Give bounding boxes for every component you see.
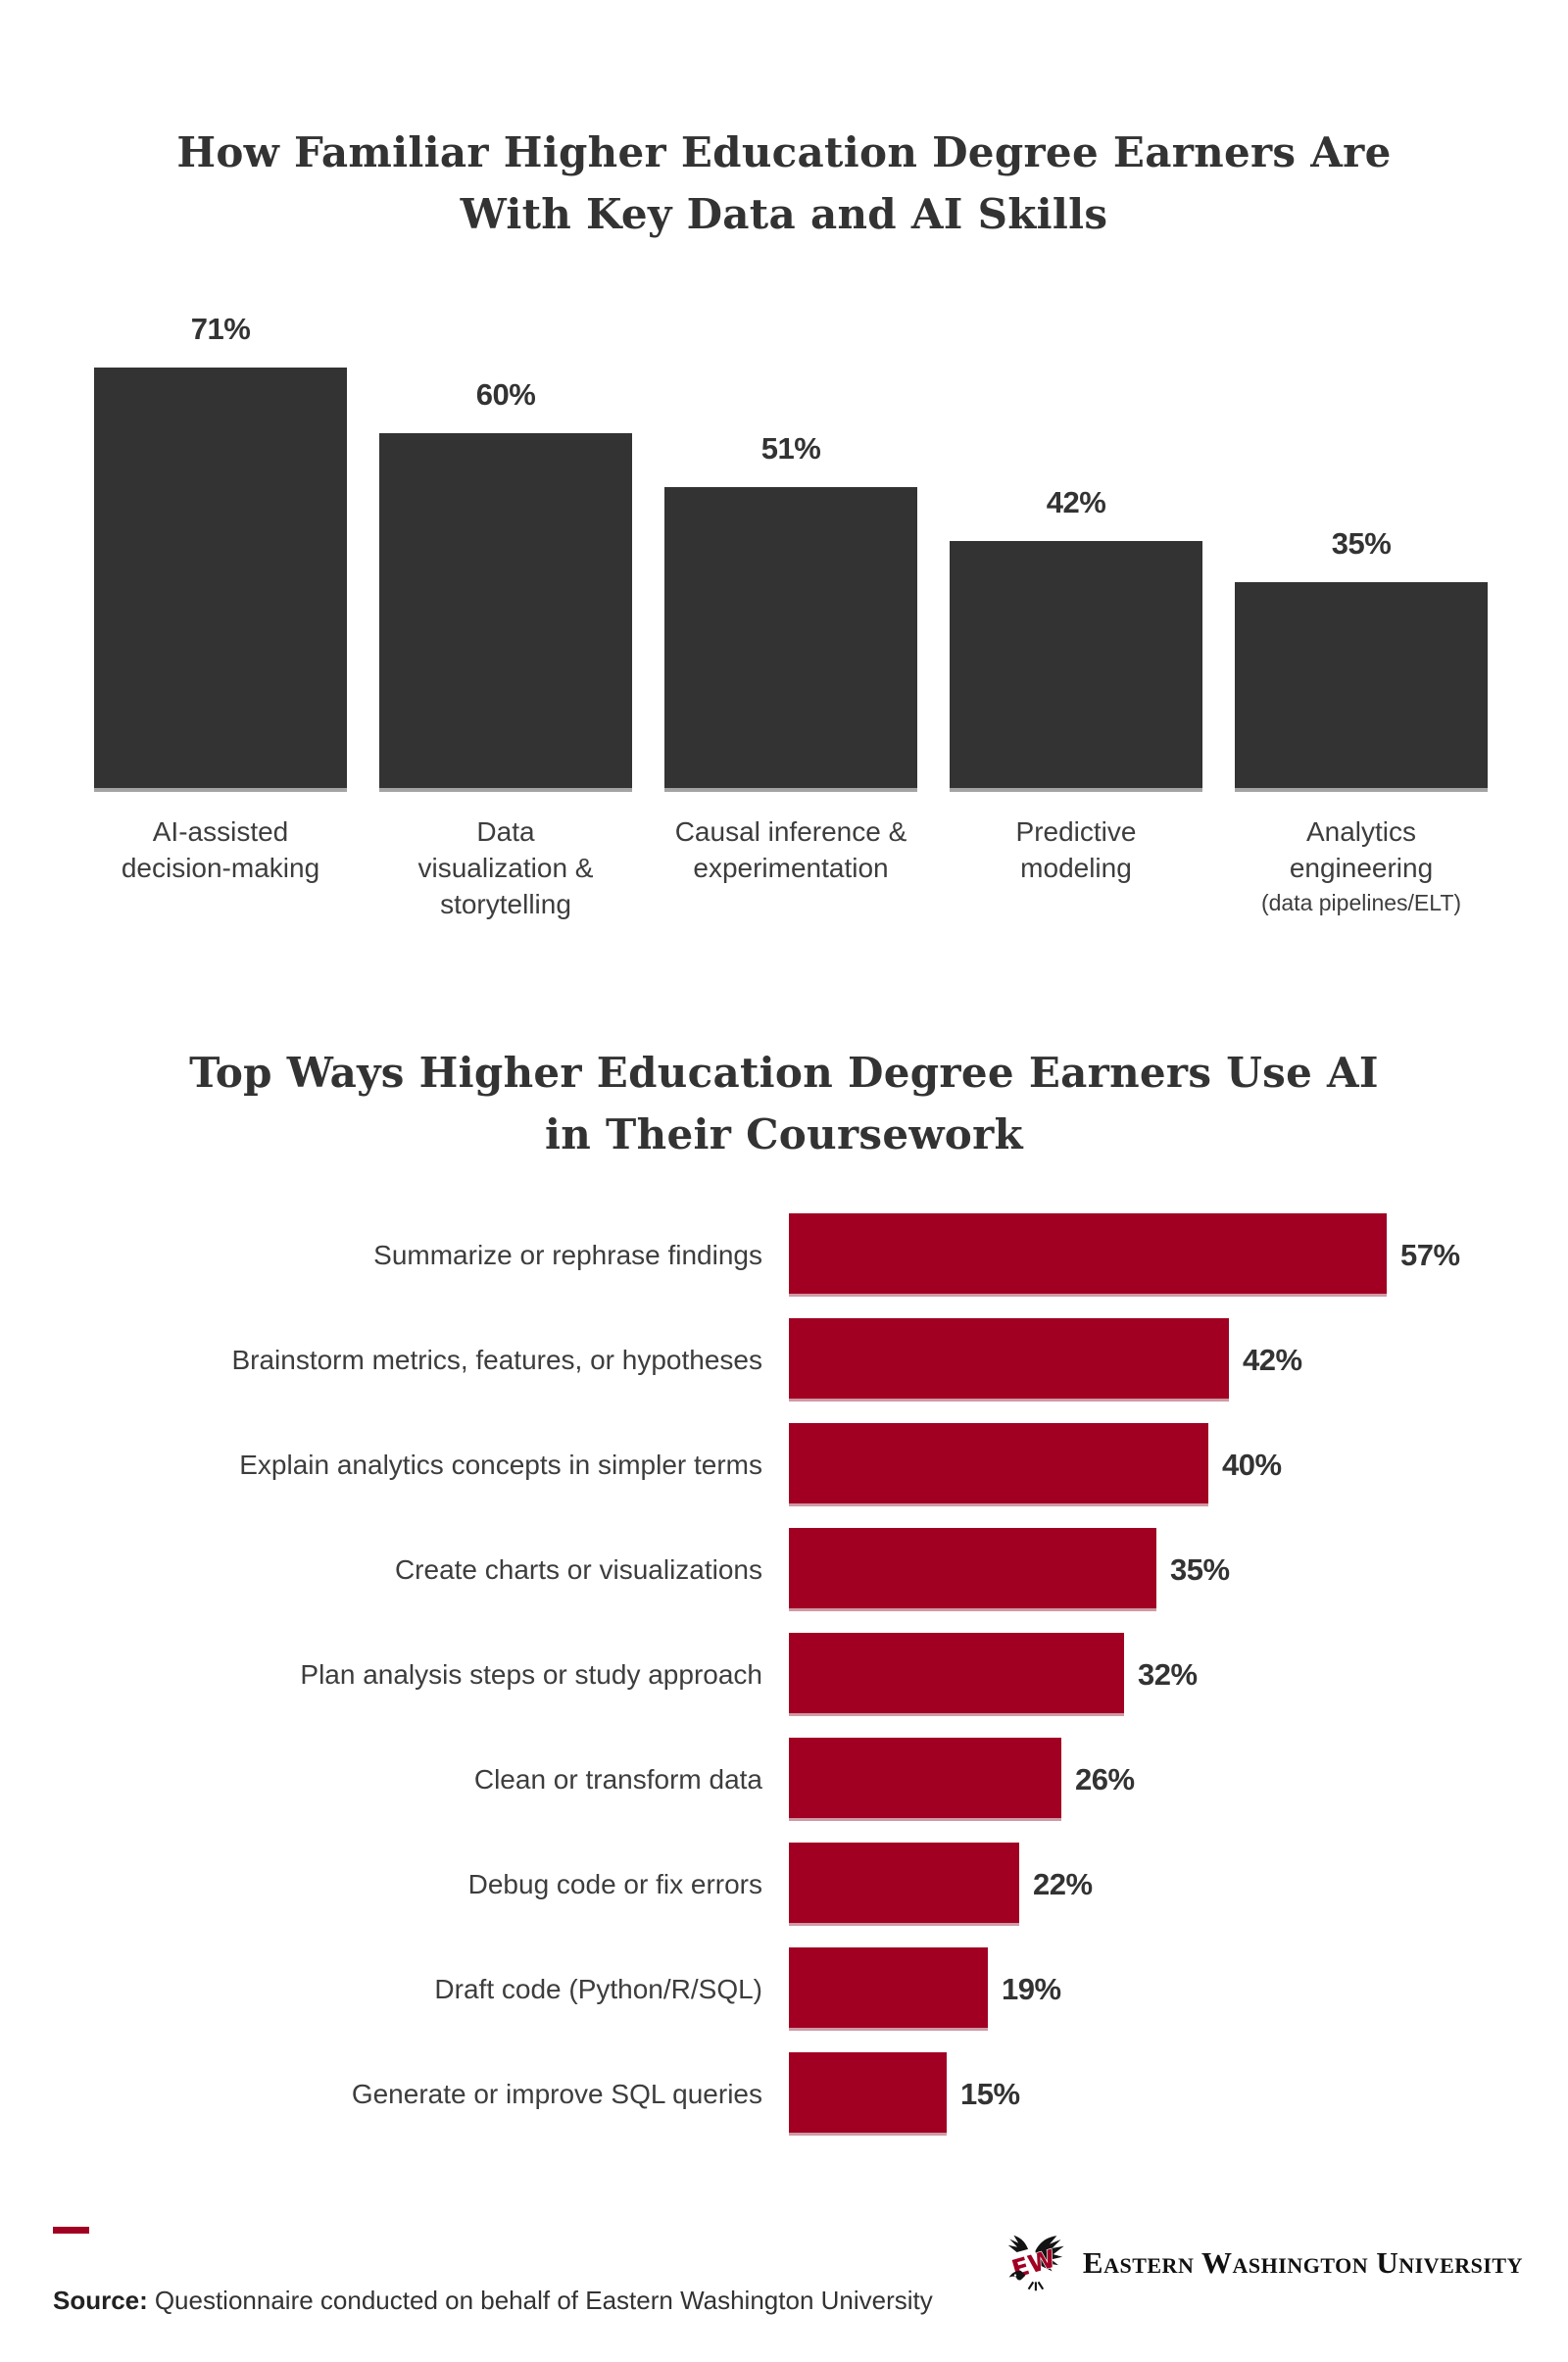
row-label: Create charts or visualizations (394, 1553, 762, 1585)
bar-column: 35% (1235, 525, 1488, 792)
bar-column: 51% (664, 430, 917, 792)
row-label: Debug code or fix errors (467, 1868, 762, 1899)
row-value-label: 26% (1075, 1761, 1135, 1796)
chart2-row: Summarize or rephrase findings 57% (98, 1203, 1460, 1307)
source-line: Source: Questionnaire conducted on behalf… (53, 2283, 933, 2318)
footer-accent-dash (53, 2227, 89, 2234)
chart1-title-line1: How Familiar Higher Education Degree Ear… (176, 128, 1392, 177)
row-bar (789, 1528, 1156, 1611)
bar-category-label: Analytics engineering (data pipelines/EL… (1235, 813, 1488, 922)
chart2-row: Clean or transform data 26% (98, 1727, 1460, 1832)
bar (94, 368, 347, 792)
row-value-label: 35% (1170, 1551, 1230, 1587)
bar (950, 541, 1202, 792)
chart1-title: How Familiar Higher Education Degree Ear… (0, 122, 1568, 245)
chart1-title-line2: With Key Data and AI Skills (460, 190, 1108, 239)
row-bar (789, 1318, 1229, 1402)
bar-value-label: 60% (475, 377, 536, 412)
label-line: Data (476, 816, 535, 847)
bar (1235, 582, 1488, 792)
source-text: Questionnaire conducted on behalf of Eas… (154, 2286, 933, 2315)
row-value-label: 32% (1138, 1656, 1198, 1692)
row-value-label: 57% (1400, 1237, 1460, 1272)
label-subline: (data pipelines/ELT) (1260, 890, 1462, 915)
chart2-rows: Summarize or rephrase findings 57% Brain… (98, 1203, 1460, 2146)
bar-value-label: 71% (190, 312, 251, 346)
chart2-title-line1: Top Ways Higher Education Degree Earners… (189, 1048, 1379, 1097)
bar-value-label: 35% (1331, 526, 1392, 561)
row-label: Brainstorm metrics, features, or hypothe… (231, 1344, 762, 1375)
row-value-label: 19% (1002, 1971, 1061, 2006)
label-line: Predictive (1015, 816, 1137, 847)
bar-column: 71% (94, 311, 347, 792)
bar-category-label: Predictive modeling (950, 813, 1202, 922)
chart2-row: Generate or improve SQL queries 15% (98, 2042, 1460, 2146)
label-line: Causal inference & (674, 816, 907, 847)
row-bar (789, 1213, 1387, 1297)
ewu-logo-text: Eastern Washington University (1082, 2244, 1523, 2280)
bar-value-label: 42% (1046, 485, 1106, 519)
row-bar (789, 1633, 1124, 1716)
bar-category-label: AI-assisted decision-making (94, 813, 347, 922)
source-prefix: Source: (53, 2286, 148, 2315)
chart2-row: Debug code or fix errors 22% (98, 1832, 1460, 1937)
chart1-category-labels: AI-assisted decision-making Data visuali… (94, 813, 1488, 922)
ewu-logo: EW Eastern Washington University (1004, 2233, 1523, 2292)
label-line: AI-assisted (152, 816, 289, 847)
label-line: Analytics (1305, 816, 1417, 847)
label-line: visualization & (417, 853, 594, 883)
row-value-label: 22% (1033, 1866, 1093, 1901)
chart1-bars: 71% 60% 51% 42% 35% (94, 282, 1488, 792)
label-line: decision-making (121, 853, 320, 883)
chart2-row: Create charts or visualizations 35% (98, 1517, 1460, 1622)
row-value-label: 42% (1243, 1342, 1302, 1377)
row-label: Explain analytics concepts in simpler te… (239, 1449, 762, 1480)
row-bar (789, 2052, 947, 2136)
label-line: engineering (1289, 853, 1434, 883)
bar-value-label: 51% (760, 431, 821, 466)
row-bar (789, 1947, 988, 2031)
bar-column: 60% (379, 376, 632, 792)
row-value-label: 40% (1222, 1447, 1282, 1482)
row-bar (789, 1843, 1019, 1926)
chart2-title-line2: in Their Coursework (545, 1109, 1023, 1158)
ewu-eagle-logo-icon: EW (1007, 2235, 1064, 2291)
row-bar (789, 1738, 1061, 1821)
label-line: modeling (1020, 853, 1132, 883)
row-label: Generate or improve SQL queries (351, 2078, 762, 2109)
label-line: storytelling (440, 889, 571, 919)
bar-category-label: Causal inference & experimentation (664, 813, 917, 922)
row-label: Summarize or rephrase findings (373, 1239, 762, 1270)
chart2-row: Plan analysis steps or study approach 32… (98, 1622, 1460, 1727)
row-label: Plan analysis steps or study approach (300, 1658, 762, 1690)
chart2-row: Draft code (Python/R/SQL) 19% (98, 1937, 1460, 2042)
bar (379, 433, 632, 792)
label-line: experimentation (693, 853, 889, 883)
row-label: Clean or transform data (473, 1763, 762, 1795)
row-bar (789, 1423, 1208, 1506)
chart2-row: Brainstorm metrics, features, or hypothe… (98, 1307, 1460, 1412)
chart2-title: Top Ways Higher Education Degree Earners… (0, 1042, 1568, 1165)
row-label: Draft code (Python/R/SQL) (434, 1973, 762, 2004)
chart2-row: Explain analytics concepts in simpler te… (98, 1412, 1460, 1517)
bar (664, 487, 917, 792)
bar-category-label: Data visualization & storytelling (379, 813, 632, 922)
bar-column: 42% (950, 484, 1202, 792)
row-value-label: 15% (960, 2076, 1020, 2111)
